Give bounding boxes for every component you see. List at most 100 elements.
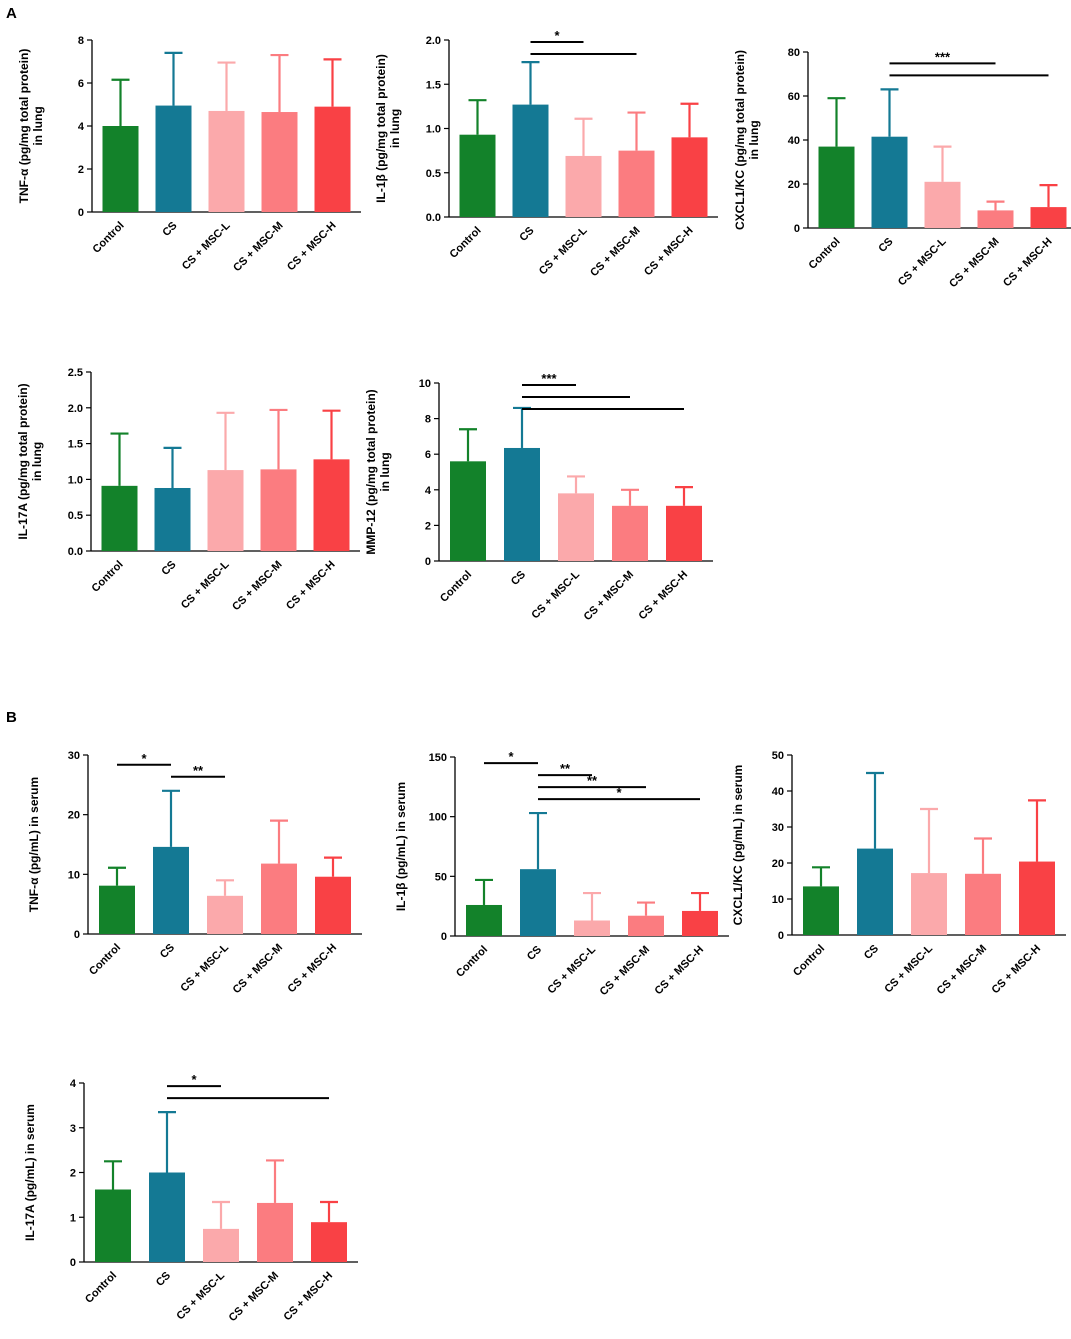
bar-control xyxy=(99,885,135,934)
x-tick-label-cs-msc-l: CS + MSC-L xyxy=(179,558,232,611)
bar-cs-msc-h xyxy=(313,459,350,551)
y-axis-title: IL-1β (pg/mL) in serum xyxy=(394,782,408,911)
bar-cs-msc-m xyxy=(261,863,297,934)
y-tick-label: 4 xyxy=(70,1078,77,1090)
significance-label: * xyxy=(508,749,514,764)
bar-cs-msc-h xyxy=(311,1222,347,1262)
y-tick-label: 50 xyxy=(772,750,784,762)
y-tick-label: 30 xyxy=(772,822,784,834)
x-tick-label-cs: CS xyxy=(160,220,179,239)
y-tick-label: 4 xyxy=(425,485,432,497)
bar-cs-msc-l xyxy=(924,181,961,228)
y-tick-label: 20 xyxy=(68,810,80,822)
y-axis-title: in lung xyxy=(31,106,45,145)
x-tick-label-cs: CS xyxy=(159,559,178,578)
y-tick-label: 1.5 xyxy=(68,439,83,451)
bar-cs-msc-m xyxy=(628,915,664,936)
il-1beta-serum-chart: 0 50 100 150 IL-1β (pg/mL) in serum Control CS… xyxy=(394,749,729,998)
y-tick-label: 1 xyxy=(70,1212,76,1224)
il-1beta-lung-chart: 0.0 0.5 1.0 1.5 2.0 IL-1β (pg/mg total protei… xyxy=(374,28,718,279)
mmp-12-lung-chart: 0 2 4 6 8 10 MMP-12 (pg/mg total protein) in lu… xyxy=(364,371,713,623)
y-tick-label: 0 xyxy=(425,556,431,568)
x-tick-label-control: Control xyxy=(438,569,474,605)
x-tick-label-cs-msc-m: CS + MSC-M xyxy=(947,236,1002,291)
bar-cs-msc-h xyxy=(682,910,718,936)
panel-label-b: B xyxy=(6,709,17,726)
y-tick-label: 2 xyxy=(425,520,431,532)
y-axis-title: IL-17A (pg/mg total protein) xyxy=(16,383,30,539)
bar-cs-msc-m xyxy=(965,873,1001,935)
y-axis-title: in lung xyxy=(30,442,44,481)
bar-cs xyxy=(149,1172,185,1262)
y-axis-title: IL-1β (pg/mg total protein) xyxy=(374,54,388,203)
x-tick-label-cs-msc-m: CS + MSC-M xyxy=(588,225,643,280)
x-tick-label-cs-msc-h: CS + MSC-H xyxy=(652,944,706,998)
x-tick-label-cs-msc-l: CS + MSC-L xyxy=(896,235,949,288)
bar-cs-msc-m xyxy=(257,1202,293,1262)
x-tick-label-cs-msc-h: CS + MSC-H xyxy=(1001,236,1055,290)
y-tick-label: 150 xyxy=(429,752,447,764)
x-tick-label-control: Control xyxy=(87,942,123,978)
significance-label: *** xyxy=(541,371,557,386)
x-tick-label-cs: CS xyxy=(876,236,895,255)
x-tick-label-control: Control xyxy=(90,220,126,256)
x-tick-label-cs-msc-m: CS + MSC-M xyxy=(231,220,286,275)
significance-label: * xyxy=(141,751,147,766)
bar-cs-msc-m xyxy=(260,469,297,551)
y-tick-label: 2.0 xyxy=(426,35,441,47)
x-tick-label-control: Control xyxy=(447,225,483,261)
x-tick-label-cs-msc-l: CS + MSC-L xyxy=(529,568,582,621)
y-axis-title: CXCL1/KC (pg/mL) in serum xyxy=(731,765,745,926)
x-tick-label-cs-msc-m: CS + MSC-M xyxy=(230,559,285,614)
bar-cs-msc-l xyxy=(203,1228,239,1262)
y-tick-label: 80 xyxy=(788,47,800,59)
y-tick-label: 0.0 xyxy=(426,212,441,224)
y-axis-title: TNF-α (pg/mL) in serum xyxy=(27,777,41,912)
y-tick-label: 6 xyxy=(425,449,431,461)
bar-cs-msc-l xyxy=(565,155,602,217)
bar-cs xyxy=(155,105,192,212)
x-tick-label-cs-msc-h: CS + MSC-H xyxy=(281,1270,335,1324)
bar-cs-msc-h xyxy=(1030,207,1067,228)
significance-label: *** xyxy=(935,49,951,64)
y-tick-label: 20 xyxy=(788,179,800,191)
bar-cs-msc-l xyxy=(208,110,245,212)
tnf-alpha-lung-chart: 0 2 4 6 8 TNF-α (pg/mg total protein) in lung C… xyxy=(17,35,361,274)
y-tick-label: 60 xyxy=(788,91,800,103)
x-tick-label-cs-msc-m: CS + MSC-M xyxy=(582,569,637,624)
y-axis-title: in lung xyxy=(388,109,402,148)
y-tick-label: 50 xyxy=(435,871,447,883)
bar-cs xyxy=(871,136,908,228)
cxcl1-kc-lung-chart: 0 20 40 60 80 CXCL1/KC (pg/mg total protein) i… xyxy=(733,47,1071,290)
il-17a-lung-chart: 0.0 0.5 1.0 1.5 2.0 2.5 IL-17A (pg/mg total pr… xyxy=(16,367,360,613)
bar-cs-msc-m xyxy=(618,150,655,217)
x-tick-label-control: Control xyxy=(806,236,842,272)
bar-cs-msc-h xyxy=(315,876,351,934)
y-tick-label: 0 xyxy=(778,930,784,942)
y-tick-label: 100 xyxy=(429,812,447,824)
x-tick-label-cs: CS xyxy=(862,943,881,962)
y-axis-title: in lung xyxy=(378,452,392,491)
x-tick-label-cs-msc-h: CS + MSC-H xyxy=(636,569,690,623)
bar-control xyxy=(459,134,496,217)
x-tick-label-cs-msc-l: CS + MSC-L xyxy=(174,1269,227,1322)
y-axis-title: MMP-12 (pg/mg total protein) xyxy=(364,389,378,554)
bar-control xyxy=(95,1189,131,1262)
bar-cs-msc-h xyxy=(666,505,702,561)
x-tick-label-control: Control xyxy=(83,1270,119,1306)
y-tick-label: 1.5 xyxy=(426,79,441,91)
y-tick-label: 40 xyxy=(772,786,784,798)
x-tick-label-cs: CS xyxy=(525,944,544,963)
y-tick-label: 20 xyxy=(772,858,784,870)
y-tick-label: 1.0 xyxy=(426,124,441,136)
y-axis-title: TNF-α (pg/mg total protein) xyxy=(17,49,31,204)
x-tick-label-cs-msc-l: CS + MSC-L xyxy=(180,219,233,272)
y-tick-label: 0 xyxy=(78,207,84,219)
y-tick-label: 0.5 xyxy=(426,168,441,180)
y-tick-label: 4 xyxy=(78,121,85,133)
bar-control xyxy=(466,904,502,936)
y-tick-label: 0 xyxy=(74,929,80,941)
y-tick-label: 0.0 xyxy=(68,546,83,558)
y-tick-label: 2 xyxy=(70,1168,76,1180)
cxcl1-kc-serum-chart: 0 10 20 30 40 50 CXCL1/KC (pg/mL) in serum Cont… xyxy=(731,750,1066,997)
